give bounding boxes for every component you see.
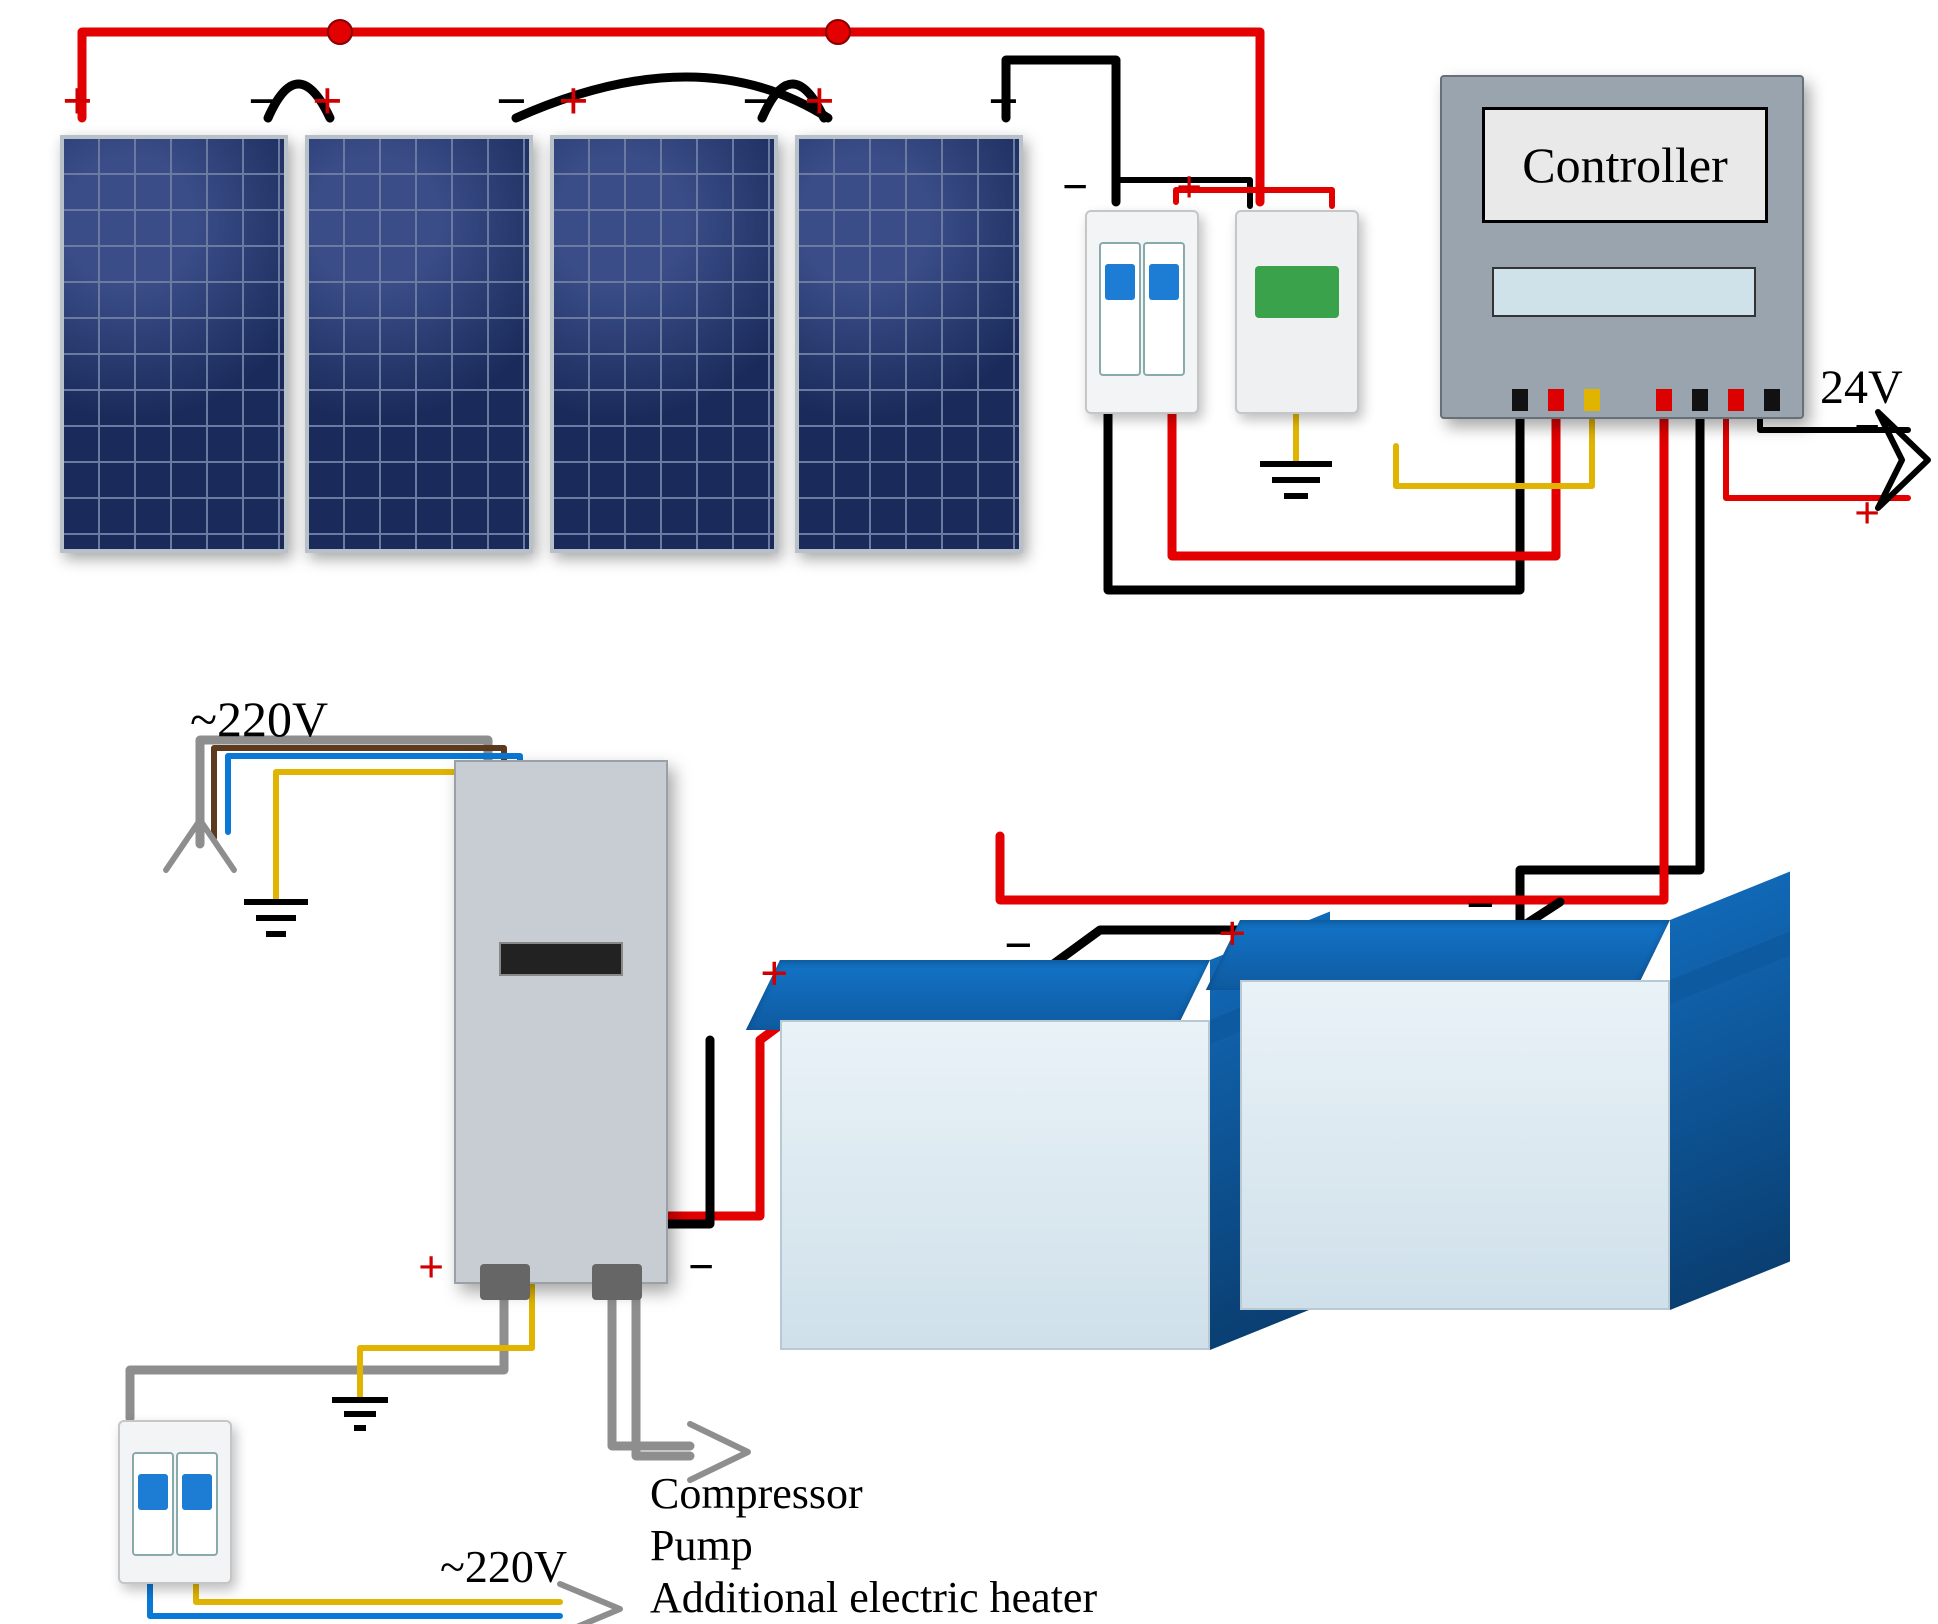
charge-controller: Controller [1440,75,1804,419]
controller-label-plate: Controller [1482,107,1768,223]
polarity-minus: − [988,70,1019,132]
load-compressor: Compressor [650,1468,863,1519]
polarity-minus: − [1466,876,1495,934]
surge-protector [1235,210,1359,414]
load-pump: Pump [650,1520,753,1571]
inverter-display [499,942,623,976]
polarity-minus: − [248,70,279,132]
polarity-minus: − [1854,400,1880,453]
solar-panel-3 [550,135,778,553]
ac-220v-out-label: ~220V [440,1540,567,1593]
load-heater: Additional electric heater [650,1572,1097,1623]
polarity-plus: + [558,70,589,132]
battery-1 [780,960,1210,1350]
polarity-plus: + [1218,904,1247,962]
polarity-plus: + [1176,160,1202,213]
solar-panel-4 [795,135,1023,553]
polarity-plus: + [760,944,789,1002]
solar-panel-2 [305,135,533,553]
controller-lcd [1492,267,1756,317]
solar-panel-1 [60,135,288,553]
ac-breaker [118,1420,232,1584]
polarity-plus: + [804,70,835,132]
polarity-plus: + [1854,486,1880,539]
ac-220v-in-label: ~220V [190,690,328,748]
polarity-plus: + [312,70,343,132]
polarity-minus: − [688,1240,714,1293]
polarity-plus: + [62,70,93,132]
polarity-minus: − [496,70,527,132]
polarity-minus: − [1004,916,1033,974]
dc-breaker [1085,210,1199,414]
battery-2 [1240,920,1670,1310]
polarity-minus: − [742,70,773,132]
controller-label: Controller [1522,136,1728,194]
inverter [454,760,668,1284]
polarity-plus: + [418,1240,444,1293]
polarity-minus: − [1062,160,1088,213]
